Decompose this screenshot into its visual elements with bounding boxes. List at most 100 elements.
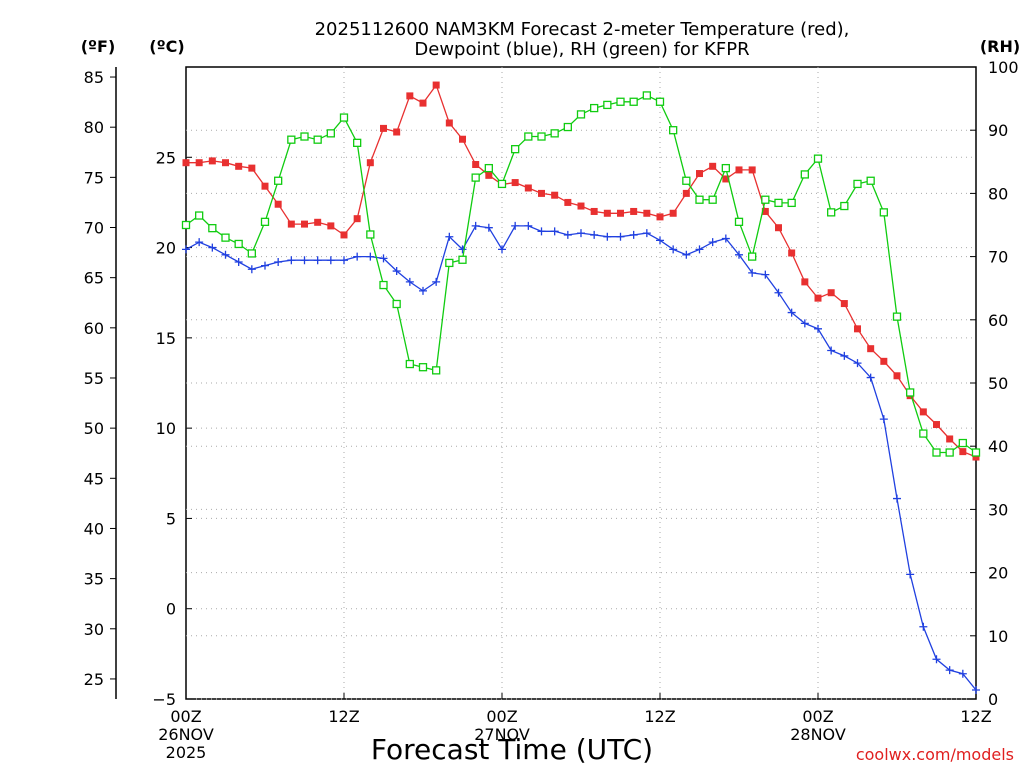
temperature-point — [419, 99, 427, 107]
temperature-point — [195, 159, 203, 167]
temperature-point — [840, 300, 848, 308]
rh-tick-label: 100 — [988, 58, 1019, 77]
rh-tick-label: 50 — [988, 374, 1008, 393]
fahrenheit-tick-label: 65 — [84, 269, 104, 288]
temperature-point — [801, 278, 809, 286]
temperature-point — [682, 189, 690, 197]
temperature-point — [854, 325, 861, 333]
temperature-point — [630, 207, 638, 215]
time-tick-label: 28NOV — [790, 725, 846, 744]
temperature-point — [248, 164, 256, 172]
temperature-point — [459, 135, 466, 143]
fahrenheit-unit-label: (ºF) — [81, 37, 116, 56]
fahrenheit-tick-label: 45 — [84, 469, 104, 488]
temperature-point — [340, 231, 348, 239]
rh-tick-label: 0 — [988, 690, 998, 709]
dewpoint-point — [234, 258, 243, 267]
celsius-tick-label: 15 — [156, 329, 176, 348]
fahrenheit-tick-label: 30 — [84, 620, 104, 639]
dewpoint-point — [669, 245, 678, 254]
rh-point — [353, 138, 362, 147]
temperature-point — [735, 166, 743, 174]
temperature-line — [186, 83, 977, 458]
rh-point — [787, 198, 796, 208]
rh-point — [945, 448, 954, 457]
fahrenheit-tick-label: 70 — [84, 219, 104, 238]
dewpoint-point — [840, 351, 849, 360]
rh-point — [563, 122, 572, 132]
rh-point — [642, 91, 651, 100]
dewpoint-point — [827, 346, 836, 355]
rh-point — [616, 97, 625, 106]
dewpoint-point — [748, 268, 757, 277]
dewpoint-point — [774, 288, 783, 297]
temperature-point — [748, 166, 756, 174]
dewpoint-point — [800, 319, 809, 328]
rh-point — [813, 154, 823, 163]
temperature-point — [709, 162, 717, 170]
temperature-point — [472, 161, 480, 169]
temperature-point — [235, 162, 243, 170]
dewpoint-point — [432, 277, 441, 286]
rh-point — [300, 132, 309, 141]
temperature-point — [353, 215, 361, 223]
dewpoint-point — [340, 256, 348, 265]
temperature-point — [867, 345, 875, 353]
rh-unit-label: (RH) — [980, 37, 1020, 56]
dewpoint-point — [721, 234, 730, 243]
rh-point — [734, 217, 744, 226]
temperature-point — [577, 202, 585, 210]
temperature-point — [761, 207, 769, 215]
dewpoint-point — [879, 415, 888, 424]
fahrenheit-tick-label: 60 — [84, 319, 104, 338]
dewpoint-point — [695, 245, 704, 254]
temperature-point — [722, 175, 730, 183]
temperature-point — [564, 198, 572, 206]
rh-point — [919, 429, 928, 438]
temperature-point — [524, 184, 532, 192]
temperature-point — [366, 159, 374, 167]
rh-point — [339, 113, 349, 122]
dewpoint-point — [511, 221, 520, 230]
rh-tick-label: 60 — [988, 311, 1008, 330]
dewpoint-point — [405, 277, 414, 286]
dewpoint-point — [379, 254, 388, 263]
rh-tick-label: 90 — [988, 121, 1008, 140]
rh-point — [892, 312, 902, 321]
rh-point — [366, 230, 375, 239]
fahrenheit-tick-label: 35 — [84, 570, 104, 589]
dewpoint-point — [603, 232, 612, 241]
dewpoint-point — [577, 229, 585, 238]
rh-point — [840, 201, 849, 211]
temperature-point — [972, 453, 980, 461]
rh-point — [800, 170, 809, 179]
time-tick-label: 12Z — [328, 707, 359, 726]
dewpoint-point — [537, 227, 546, 236]
rh-point — [550, 129, 559, 138]
rh-tick-label: 30 — [988, 500, 1008, 519]
temperature-point — [393, 128, 401, 136]
celsius-unit-label: (ºC) — [149, 37, 184, 56]
temperature-point — [643, 209, 651, 217]
rh-point — [524, 132, 533, 141]
temperature-point — [946, 435, 954, 443]
temperature-point — [314, 218, 322, 226]
fahrenheit-tick-label: 50 — [84, 419, 104, 438]
rh-point — [326, 129, 335, 138]
temperature-point — [603, 209, 611, 217]
dewpoint-point — [182, 245, 190, 254]
temperature-point — [814, 294, 822, 302]
dewpoint-point — [274, 258, 283, 267]
dewpoint-point — [300, 256, 309, 265]
dewpoint-point — [247, 265, 256, 274]
celsius-tick-label: 5 — [166, 509, 176, 528]
rh-point — [866, 176, 875, 185]
rh-point — [971, 448, 981, 457]
fahrenheit-tick-label: 40 — [84, 519, 104, 538]
credit-link[interactable]: coolwx.com/models — [856, 745, 1014, 764]
rh-point — [432, 366, 441, 375]
dewpoint-point — [708, 238, 717, 247]
fahrenheit-tick-label: 80 — [84, 118, 104, 137]
dewpoint-point — [458, 245, 467, 254]
